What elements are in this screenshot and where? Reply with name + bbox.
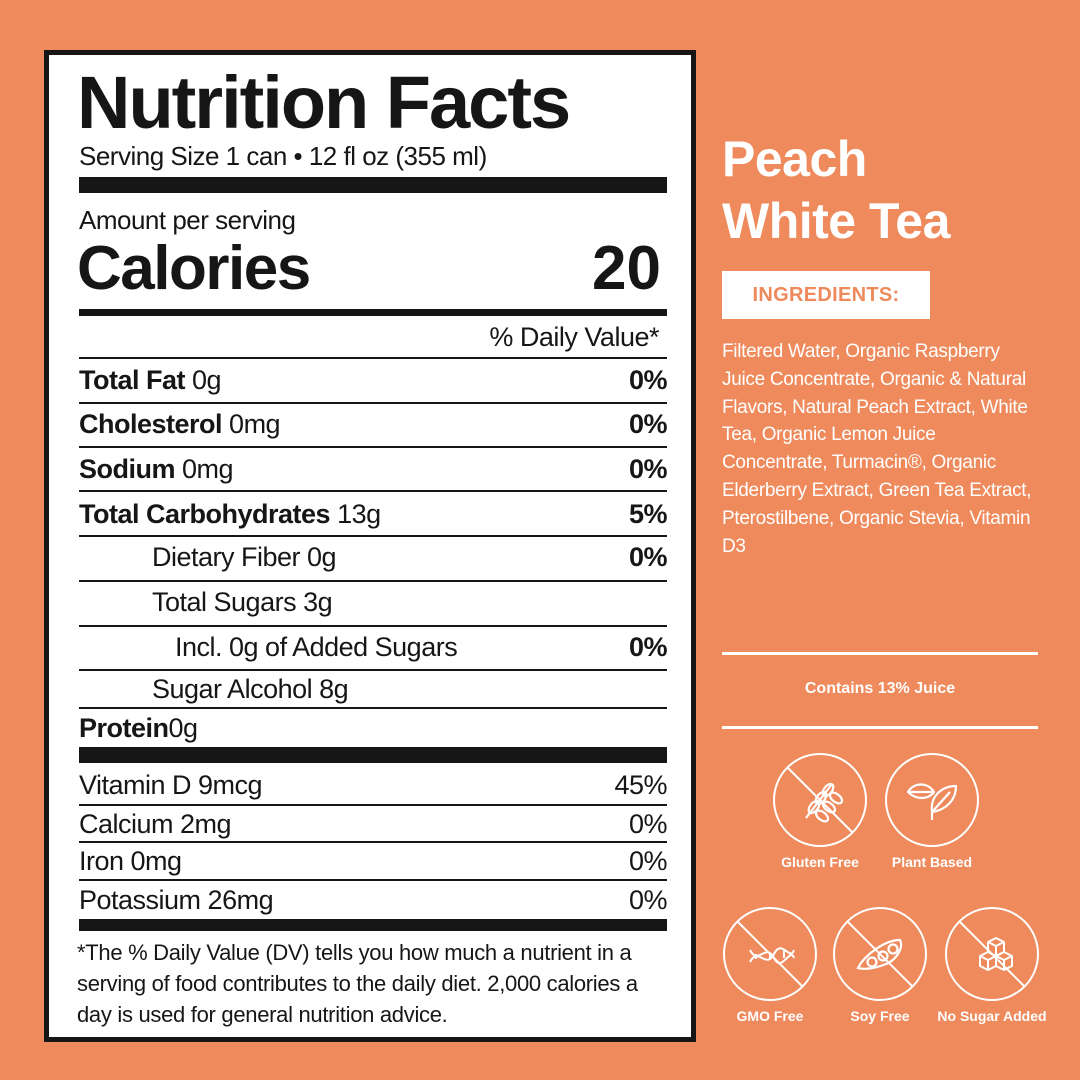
badge-label: GMO Free <box>736 1008 804 1024</box>
badge-label: Gluten Free <box>781 854 859 870</box>
nutrient-name: Dietary Fiber 0g <box>152 542 337 572</box>
badge-gmo-free: GMO Free <box>710 906 830 1024</box>
nutrient-name: Cholesterol <box>79 409 223 439</box>
vitamin-daily-value: 0% <box>628 846 668 876</box>
divider <box>79 669 667 671</box>
nutrition-facts-panel: Nutrition Facts Serving Size 1 can • 12 … <box>44 50 696 1042</box>
sugar-cubes-crossed-icon <box>945 907 1039 1001</box>
vitamin-daily-value: 45% <box>614 770 667 800</box>
nutrition-facts-title: Nutrition Facts <box>77 61 571 144</box>
vitamin-name: Iron 0mg <box>79 846 182 876</box>
nutrient-name: Protein <box>79 713 169 743</box>
daily-value-footnote: *The % Daily Value (DV) tells you how mu… <box>77 940 638 1027</box>
nutrient-amount: 13g <box>337 499 381 529</box>
vitamin-name: Vitamin D 9mcg <box>79 770 263 800</box>
calories-label: Calories <box>77 234 311 303</box>
vitamin-daily-value: 0% <box>628 885 668 915</box>
divider <box>79 879 667 881</box>
serving-size: Serving Size 1 can • 12 fl oz (355 ml) <box>79 141 487 171</box>
nutrient-name: Incl. 0g of Added Sugars <box>175 632 458 662</box>
badge-plant-based: Plant Based <box>872 752 992 870</box>
nutrient-amount: 0g <box>192 365 222 395</box>
vitamin-name: Calcium 2mg <box>79 809 232 839</box>
thick-divider <box>79 747 667 763</box>
nutrient-name: Total Carbohydrates <box>79 499 331 529</box>
nutrient-amount: 0g <box>168 713 199 743</box>
product-title-line1: Peach <box>722 131 867 187</box>
nutrient-daily-value: 0% <box>628 454 668 484</box>
divider <box>79 490 667 492</box>
thick-divider <box>79 177 667 193</box>
medium-divider <box>79 309 667 316</box>
nutrient-name: Sugar Alcohol 8g <box>152 674 349 704</box>
wheat-crossed-icon <box>773 753 867 847</box>
badge-label: Soy Free <box>850 1008 910 1024</box>
vitamin-name: Potassium 26mg <box>79 885 274 915</box>
badge-label: Plant Based <box>891 854 973 870</box>
nutrient-amount: 0mg <box>229 409 281 439</box>
nutrient-name: Total Fat <box>79 365 186 395</box>
divider <box>79 625 667 627</box>
divider <box>79 707 667 709</box>
thick-divider <box>79 919 667 931</box>
ingredients-heading: INGREDIENTS: <box>722 271 930 319</box>
nutrient-amount: 0mg <box>182 454 234 484</box>
divider <box>79 402 667 404</box>
divider <box>79 804 667 806</box>
divider <box>79 446 667 448</box>
leaves-icon <box>885 753 979 847</box>
nutrient-daily-value: 0% <box>628 409 668 439</box>
badge-gluten-free: Gluten Free <box>760 752 880 870</box>
nutrient-daily-value: 0% <box>628 632 668 662</box>
separator <box>722 652 1038 655</box>
daily-value-header: % Daily Value* <box>489 322 659 352</box>
nutrient-name: Sodium <box>79 454 176 484</box>
juice-content-note: Contains 13% Juice <box>804 680 956 697</box>
amount-per-serving: Amount per serving <box>79 205 296 235</box>
calories-value: 20 <box>592 234 661 303</box>
nutrient-daily-value: 0% <box>628 365 668 395</box>
ingredients-list: Filtered Water, Organic Raspberry Juice … <box>722 341 1032 557</box>
divider <box>79 535 667 537</box>
badge-no-sugar-added: No Sugar Added <box>932 906 1052 1024</box>
product-title: Peach White Tea <box>722 128 950 252</box>
product-title-line2: White Tea <box>722 193 950 249</box>
divider <box>79 357 667 359</box>
badge-soy-free: Soy Free <box>820 906 940 1024</box>
badge-label: No Sugar Added <box>937 1008 1047 1024</box>
nutrient-daily-value: 5% <box>628 499 668 529</box>
dna-crossed-icon <box>723 907 817 1001</box>
separator <box>722 726 1038 729</box>
vitamin-daily-value: 0% <box>628 809 668 839</box>
divider <box>79 580 667 582</box>
nutrient-name: Total Sugars <box>152 587 297 617</box>
soybean-crossed-icon <box>833 907 927 1001</box>
divider <box>79 841 667 843</box>
nutrient-daily-value: 0% <box>628 542 668 572</box>
nutrient-amount: 3g <box>303 587 333 617</box>
